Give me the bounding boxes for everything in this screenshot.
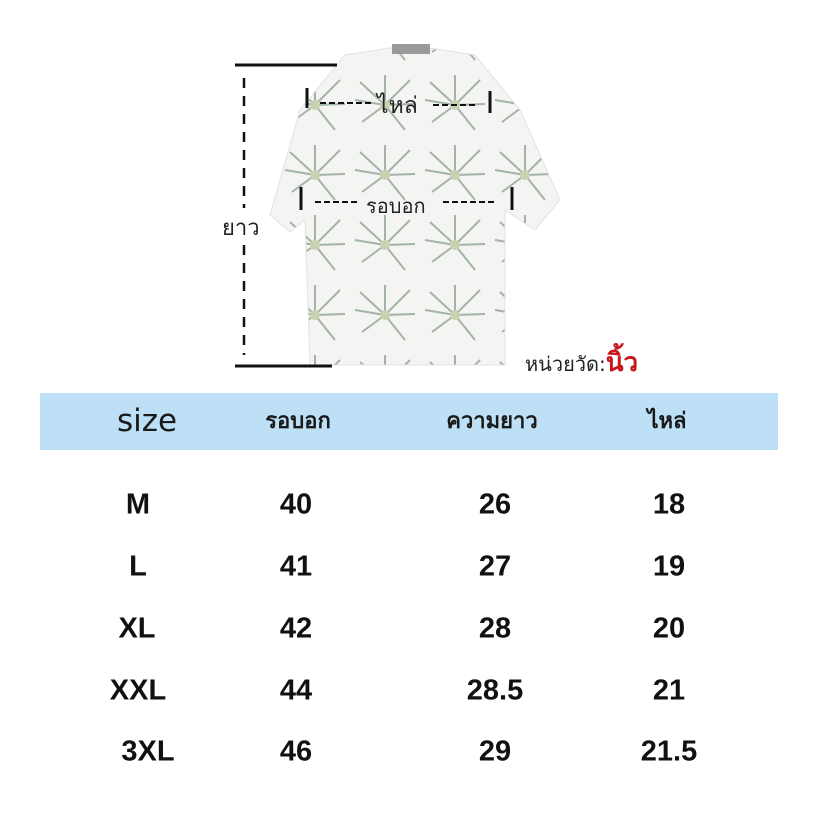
length-cell: 27 — [478, 550, 512, 583]
shoulder-cell: 18 — [652, 488, 686, 521]
length-cell: 26 — [478, 488, 512, 521]
shoulder-label: ไหล่ — [377, 93, 418, 119]
length-cell: 29 — [478, 735, 512, 768]
length-cell: 28.5 — [466, 674, 524, 707]
chest-cell: 41 — [279, 550, 313, 583]
shoulder-cell: 19 — [652, 550, 686, 583]
unit-prefix: หน่วยวัด: — [525, 352, 606, 376]
shoulder-cell: 20 — [652, 612, 686, 645]
header-shoulder: ไหล่ — [647, 409, 687, 434]
header-size: size — [116, 403, 178, 439]
size-cell: M — [125, 488, 151, 521]
size-cell: 3XL — [121, 735, 175, 768]
length-cell: 28 — [478, 612, 512, 645]
shoulder-cell: 21 — [652, 674, 686, 707]
size-cell: XL — [118, 612, 156, 645]
size-cell: L — [129, 550, 147, 583]
unit-note: หน่วยวัด:นิ้ว — [525, 342, 638, 383]
shirt-illustration — [235, 44, 561, 368]
chest-cell: 40 — [279, 488, 313, 521]
unit-value: นิ้ว — [605, 348, 639, 378]
header-length: ความยาว — [446, 409, 538, 434]
chest-cell: 42 — [279, 612, 313, 645]
chest-cell: 44 — [279, 674, 313, 707]
shoulder-cell: 21.5 — [640, 735, 698, 768]
length-label: ยาว — [222, 210, 260, 245]
table-header: size รอบอก ความยาว ไหล่ — [40, 393, 778, 450]
chest-label: รอบอก — [366, 194, 426, 218]
size-cell: XXL — [109, 674, 167, 707]
chest-cell: 46 — [279, 735, 313, 768]
header-chest: รอบอก — [265, 409, 331, 434]
